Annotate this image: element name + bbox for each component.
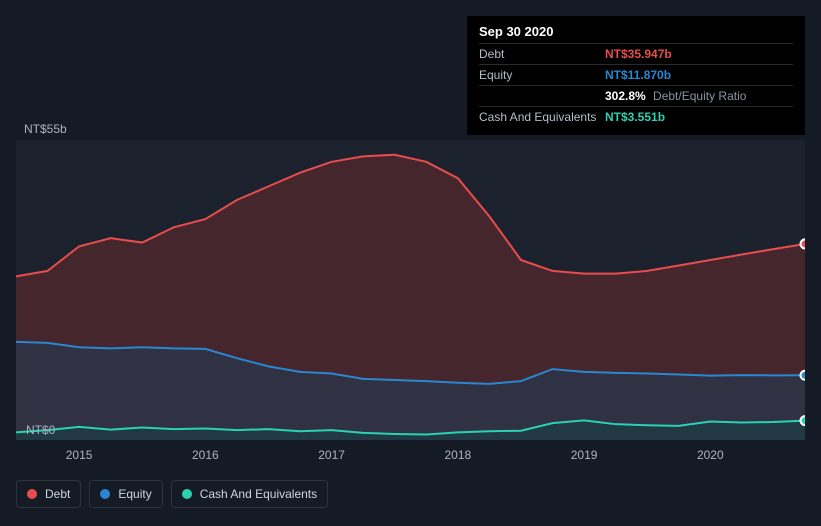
tooltip-row-value: NT$35.947b [605, 46, 672, 62]
legend-dot-icon [182, 489, 192, 499]
legend-item-equity[interactable]: Equity [89, 480, 162, 508]
y-axis-min-label: NT$0 [26, 423, 55, 437]
tooltip-row-label [479, 88, 605, 104]
tooltip-row: 302.8% Debt/Equity Ratio [479, 85, 793, 106]
tooltip-row-value: 302.8% Debt/Equity Ratio [605, 88, 746, 104]
y-axis-max-label: NT$55b [24, 122, 67, 136]
legend-item-label: Debt [45, 487, 70, 501]
legend-item-label: Equity [118, 487, 151, 501]
x-axis-labels: 2015 2016 2017 2018 2019 2020 [16, 448, 805, 468]
chart-plot-area[interactable] [16, 140, 805, 440]
x-axis-tick-label: 2018 [444, 448, 471, 462]
legend-item-label: Cash And Equivalents [200, 487, 317, 501]
chart-legend: Debt Equity Cash And Equivalents [16, 480, 328, 508]
tooltip-row: DebtNT$35.947b [479, 43, 793, 64]
tooltip-row-label: Equity [479, 67, 605, 83]
x-axis-tick-label: 2017 [318, 448, 345, 462]
series-endpoint-cash [801, 416, 806, 425]
x-axis-tick-label: 2015 [66, 448, 93, 462]
tooltip-row-label: Debt [479, 46, 605, 62]
tooltip-row: Cash And EquivalentsNT$3.551b [479, 106, 793, 127]
tooltip-row-suffix: Debt/Equity Ratio [650, 89, 747, 103]
tooltip-row-label: Cash And Equivalents [479, 109, 605, 125]
tooltip-row-value: NT$11.870b [605, 67, 671, 83]
legend-item-debt[interactable]: Debt [16, 480, 81, 508]
series-endpoint-debt [801, 239, 806, 248]
legend-dot-icon [100, 489, 110, 499]
chart-tooltip: Sep 30 2020 DebtNT$35.947bEquityNT$11.87… [467, 16, 805, 135]
tooltip-row-value: NT$3.551b [605, 109, 665, 125]
legend-item-cash[interactable]: Cash And Equivalents [171, 480, 328, 508]
tooltip-date: Sep 30 2020 [479, 24, 793, 43]
x-axis-tick-label: 2020 [697, 448, 724, 462]
legend-dot-icon [27, 489, 37, 499]
x-axis-tick-label: 2019 [571, 448, 598, 462]
x-axis-tick-label: 2016 [192, 448, 219, 462]
series-endpoint-equity [801, 371, 806, 380]
tooltip-row: EquityNT$11.870b [479, 64, 793, 85]
chart-svg [16, 140, 805, 440]
